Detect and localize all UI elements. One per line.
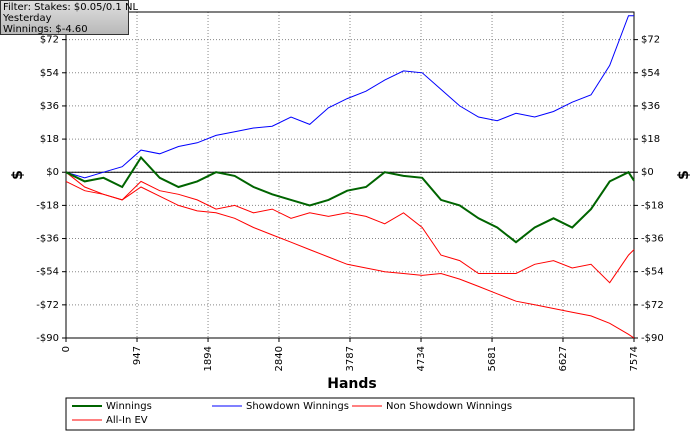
y-tick-label: -$90 (36, 333, 59, 344)
y-axis-label: $ (10, 170, 26, 180)
legend-label: Showdown Winnings (246, 401, 349, 412)
series-line (65, 15, 634, 179)
filter-text: Filter: Stakes: $0.05/0.1 NL (3, 2, 138, 13)
y2-tick-label: -$36 (641, 234, 664, 245)
legend-label: Non Showdown Winnings (386, 401, 512, 412)
y-tick-label: $36 (40, 101, 59, 112)
legend-label: All-In EV (106, 415, 148, 426)
y-tick-label: -$18 (36, 200, 59, 211)
y-tick-label: -$36 (36, 234, 59, 245)
series-line (65, 155, 635, 244)
y-tick-label: -$72 (36, 300, 59, 311)
y2-tick-label: -$18 (641, 200, 664, 211)
x-tick-label: 2840 (274, 346, 285, 371)
y2-tick-label: $36 (641, 101, 660, 112)
filter-text: Yesterday (2, 13, 52, 24)
x-tick-label: 0 (61, 346, 72, 352)
x-tick-label: 5681 (487, 346, 498, 371)
legend (65, 397, 635, 431)
x-tick-label: 7574 (629, 346, 640, 371)
x-tick-label: 6627 (558, 346, 569, 371)
x-tick-label: 4734 (416, 346, 427, 371)
y-tick-label: $18 (40, 134, 59, 145)
legend-label: Winnings (106, 401, 152, 412)
filter-text: Winnings: $-4.60 (3, 24, 88, 35)
y2-axis-label: $ (676, 170, 692, 180)
x-tick-label: 3787 (345, 346, 356, 371)
filter-box (0, 0, 129, 35)
y2-tick-label: -$72 (641, 300, 664, 311)
x-tick-label: 947 (132, 346, 143, 365)
y2-tick-label: $54 (641, 68, 660, 79)
y-tick-label: $54 (40, 68, 59, 79)
y2-tick-label: $0 (641, 167, 654, 178)
y-tick-label: -$54 (36, 267, 59, 278)
x-axis-label: Hands (327, 376, 377, 392)
series-line (65, 171, 635, 339)
y-tick-label: $72 (40, 35, 59, 46)
y-tick-label: $0 (46, 167, 59, 178)
y2-tick-label: $18 (641, 134, 660, 145)
x-tick-label: 1894 (203, 346, 214, 371)
series-line (65, 180, 635, 284)
y2-tick-label: -$54 (641, 267, 664, 278)
y2-tick-label: $72 (641, 35, 660, 46)
y2-tick-label: -$90 (641, 333, 664, 344)
